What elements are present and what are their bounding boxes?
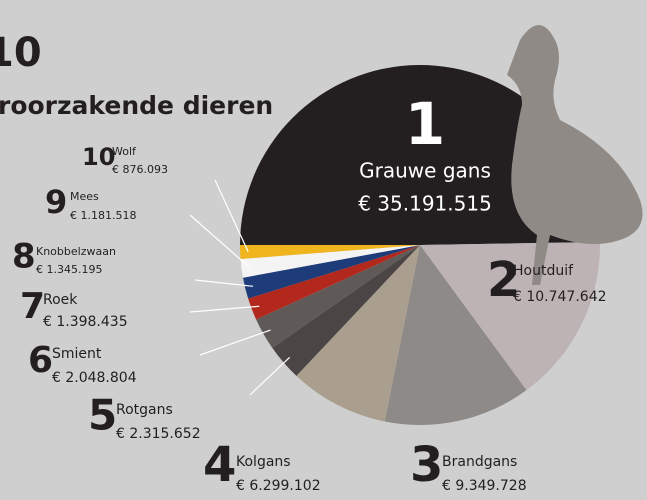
chart: 10 roorzakende dieren 1Grauwe gans € 35.1… — [0, 0, 647, 500]
value-label: € 10.747.642 — [513, 289, 607, 305]
rank-number: 9 — [45, 183, 67, 221]
category-label: Roek — [43, 292, 78, 308]
rank-number: 6 — [28, 340, 53, 381]
category-label: Kolgans — [236, 454, 291, 470]
rank-number: 8 — [12, 237, 36, 277]
category-label: Mees — [70, 190, 99, 203]
rank-number: 5 — [88, 391, 117, 440]
category-label: Brandgans — [442, 454, 517, 470]
category-label: Houtduif — [513, 263, 574, 279]
leader-line — [250, 357, 290, 395]
value-label: € 1.345.195 — [36, 263, 102, 276]
value-label: € 6.299.102 — [236, 478, 321, 494]
leader-line — [190, 306, 259, 312]
rank-number: 7 — [20, 286, 45, 327]
value-label: € 35.191.515 — [358, 192, 492, 216]
rank-number: 3 — [410, 437, 443, 493]
category-label: Wolf — [112, 145, 137, 158]
rank-number: 4 — [203, 437, 236, 493]
value-label: € 2.315.652 — [116, 426, 201, 442]
leader-line — [200, 330, 271, 355]
rank-number: 1 — [405, 90, 445, 158]
chart-subtitle: roorzakende dieren — [0, 91, 273, 120]
category-label: Grauwe gans — [359, 159, 491, 183]
value-label: € 1.398.435 — [43, 314, 128, 330]
chart-title: 10 — [0, 30, 42, 76]
rank-number: 10 — [82, 143, 115, 171]
value-label: € 876.093 — [112, 163, 168, 176]
value-label: € 2.048.804 — [52, 370, 137, 386]
value-label: € 9.349.728 — [442, 478, 527, 494]
category-label: Knobbelzwaan — [36, 245, 116, 258]
category-label: Smient — [52, 346, 102, 362]
value-label: € 1.181.518 — [70, 209, 136, 222]
category-label: Rotgans — [116, 402, 173, 418]
